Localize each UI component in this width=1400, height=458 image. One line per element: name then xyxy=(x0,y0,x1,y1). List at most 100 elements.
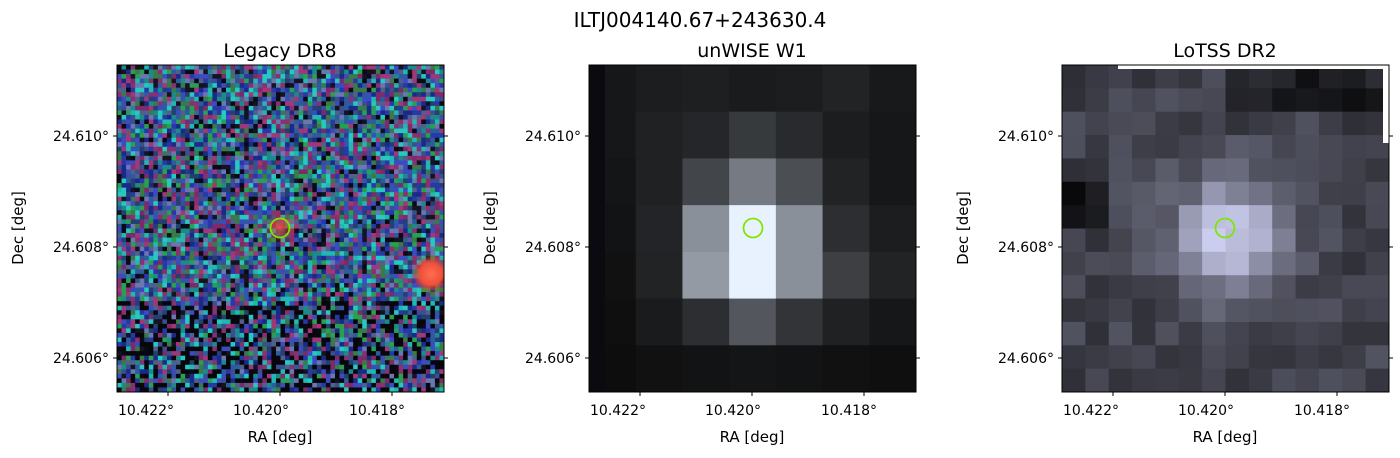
image-pixel xyxy=(398,146,404,152)
image-pixel xyxy=(157,314,164,320)
image-pixel xyxy=(434,192,441,198)
image-pixel xyxy=(180,323,186,330)
image-pixel xyxy=(353,219,359,225)
image-pixel xyxy=(144,251,150,257)
image-pixel xyxy=(289,351,295,357)
image-pixel xyxy=(135,83,141,89)
image-pixel xyxy=(180,78,186,84)
image-pixel xyxy=(194,124,200,130)
image-pixel xyxy=(294,255,300,261)
image-pixel xyxy=(130,178,136,184)
image-pixel xyxy=(144,269,150,275)
image-pixel xyxy=(235,228,241,234)
image-pixel xyxy=(412,237,418,243)
image-pixel xyxy=(221,305,227,311)
image-pixel xyxy=(153,119,159,125)
image-pixel xyxy=(425,178,431,184)
image-pixel xyxy=(312,364,318,370)
image-pixel xyxy=(185,364,191,370)
image-pixel xyxy=(139,328,145,334)
image-pixel xyxy=(416,110,422,116)
image-pixel xyxy=(325,74,332,80)
image-pixel xyxy=(153,205,159,211)
image-pixel xyxy=(185,233,191,239)
image-pixel xyxy=(439,137,444,143)
image-pixel xyxy=(371,133,377,139)
image-pixel xyxy=(353,87,359,93)
image-pixel xyxy=(430,187,436,193)
image-pixel xyxy=(121,296,127,302)
image-pixel xyxy=(117,273,123,280)
image-pixel xyxy=(139,278,145,284)
image-pixel xyxy=(244,273,250,280)
image-pixel xyxy=(344,87,350,93)
image-pixel xyxy=(117,369,123,375)
image-pixel xyxy=(353,332,359,339)
image-pixel xyxy=(126,314,132,320)
image-pixel xyxy=(430,305,436,311)
image-pixel xyxy=(289,355,295,361)
image-pixel xyxy=(153,255,159,261)
image-pixel xyxy=(389,124,395,130)
image-pixel xyxy=(248,142,254,148)
image-pixel xyxy=(185,255,191,261)
image-pixel xyxy=(289,242,295,248)
image-pixel xyxy=(439,114,444,121)
image-pixel xyxy=(148,278,154,284)
image-pixel xyxy=(230,114,236,121)
image-pixel xyxy=(198,355,204,361)
image-pixel xyxy=(130,205,136,211)
image-pixel xyxy=(416,319,422,325)
image-pixel xyxy=(148,133,154,139)
image-pixel xyxy=(226,360,232,366)
image-pixel xyxy=(185,369,191,375)
image-pixel xyxy=(221,105,227,112)
image-pixel xyxy=(226,332,232,339)
image-pixel xyxy=(289,65,295,71)
image-pixel xyxy=(294,373,300,379)
image-pixel xyxy=(203,133,209,139)
image-pixel xyxy=(394,214,400,221)
image-pixel xyxy=(216,273,223,280)
image-pixel xyxy=(180,155,186,161)
image-pixel xyxy=(380,278,386,284)
image-pixel xyxy=(235,160,241,166)
image-pixel xyxy=(289,78,295,84)
image-pixel xyxy=(412,133,418,139)
image-pixel xyxy=(117,205,123,211)
image-pixel xyxy=(416,142,422,148)
image-pixel xyxy=(248,260,254,266)
image-pixel xyxy=(271,196,277,202)
image-pixel xyxy=(330,133,336,139)
image-pixel xyxy=(180,119,186,125)
image-pixel xyxy=(371,78,377,84)
image-pixel xyxy=(212,146,218,152)
image-pixel xyxy=(389,192,395,198)
image-pixel xyxy=(421,205,427,211)
image-pixel xyxy=(321,142,327,148)
image-pixel xyxy=(316,305,322,311)
image-pixel xyxy=(148,119,154,125)
image-pixel xyxy=(303,292,309,298)
image-pixel xyxy=(253,74,259,80)
image-pixel xyxy=(139,219,145,225)
image-pixel xyxy=(371,310,377,316)
image-pixel xyxy=(335,119,341,125)
image-pixel xyxy=(148,223,154,230)
image-pixel xyxy=(153,296,159,302)
image-pixel xyxy=(398,110,404,116)
image-pixel xyxy=(430,196,436,202)
image-pixel xyxy=(117,314,123,320)
image-pixel xyxy=(239,101,245,107)
image-pixel xyxy=(257,83,263,89)
image-pixel xyxy=(362,233,368,239)
image-pixel xyxy=(157,201,164,207)
image-pixel xyxy=(139,178,145,184)
image-pixel xyxy=(248,74,254,80)
image-pixel xyxy=(162,183,168,189)
image-pixel xyxy=(212,233,218,239)
image-pixel xyxy=(117,146,123,152)
image-pixel xyxy=(139,169,145,175)
image-pixel xyxy=(366,187,372,193)
image-pixel xyxy=(394,323,400,330)
